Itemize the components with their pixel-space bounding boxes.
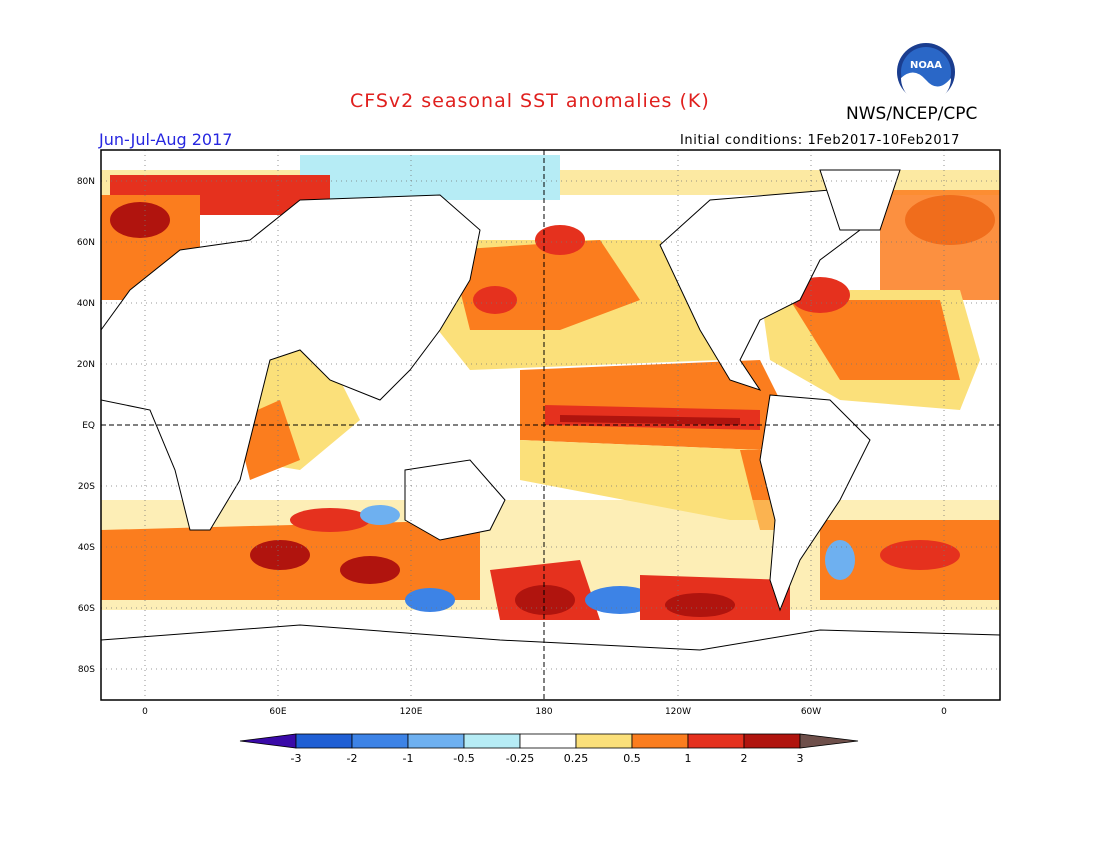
colorbar-swatch xyxy=(743,733,801,749)
colorbar-swatch xyxy=(519,733,577,749)
map-frame xyxy=(100,149,1001,701)
lat-label: 40S xyxy=(78,543,95,553)
anomaly-field xyxy=(101,150,1000,700)
colorbar-label: 0.25 xyxy=(564,752,589,765)
colorbar-swatch xyxy=(351,733,409,749)
colorbar-label: -0.5 xyxy=(453,752,474,765)
map-grid xyxy=(101,150,1000,700)
season-label: Jun-Jul-Aug 2017 xyxy=(99,130,233,149)
colorbar-label: 1 xyxy=(685,752,692,765)
colorbar-swatch xyxy=(799,733,859,749)
colorbar-swatch xyxy=(575,733,633,749)
colorbar-swatch xyxy=(239,733,297,749)
colorbar-swatch xyxy=(631,733,689,749)
landmass-north-america xyxy=(659,189,861,391)
noaa-logo: NOAA xyxy=(897,43,955,102)
landmass-greenland xyxy=(819,169,901,231)
colorbar-label: 0.5 xyxy=(623,752,641,765)
lat-label: 80N xyxy=(77,177,95,187)
lat-label: 60S xyxy=(78,604,95,614)
lon-label: 180 xyxy=(535,707,552,717)
map-title: CFSv2 seasonal SST anomalies (K) xyxy=(350,90,710,112)
latitude-labels: 80N 60N 40N 20N EQ 20S 40S 60S 80S xyxy=(77,177,95,675)
lon-label: 0 xyxy=(941,707,947,717)
colorbar-labels: -3 -2 -1 -0.5 -0.25 0.25 0.5 1 2 3 xyxy=(291,752,804,765)
lat-label: 80S xyxy=(78,665,95,675)
continents xyxy=(100,169,1001,701)
colorbar xyxy=(239,733,859,749)
lon-label: 120W xyxy=(665,707,691,717)
colorbar-swatch xyxy=(295,733,353,749)
lon-label: 0 xyxy=(142,707,148,717)
landmass-australia xyxy=(404,459,506,541)
lat-label: 40N xyxy=(77,299,95,309)
noaa-logo-text: NOAA xyxy=(910,60,942,71)
lat-label: 20N xyxy=(77,360,95,370)
colorbar-swatch xyxy=(463,733,521,749)
longitude-labels: 0 60E 120E 180 120W 60W 0 xyxy=(142,707,947,717)
landmass-south-america xyxy=(759,394,871,612)
lon-label: 60E xyxy=(269,707,286,717)
reference-lines xyxy=(101,150,1000,700)
lat-label: EQ xyxy=(82,421,95,431)
colorbar-label: -2 xyxy=(347,752,358,765)
landmass-africa-eurasia xyxy=(100,194,481,531)
colorbar-label: -3 xyxy=(291,752,302,765)
lat-label: 20S xyxy=(78,482,95,492)
landmass-antarctica xyxy=(100,624,1001,701)
colorbar-label: 2 xyxy=(741,752,748,765)
lon-label: 120E xyxy=(400,707,423,717)
lat-label: 60N xyxy=(77,238,95,248)
colorbar-label: -0.25 xyxy=(506,752,534,765)
initial-conditions-label: Initial conditions: 1Feb2017-10Feb2017 xyxy=(680,133,961,148)
colorbar-swatch xyxy=(407,733,465,749)
agency-label: NWS/NCEP/CPC xyxy=(846,104,978,124)
lon-label: 60W xyxy=(801,707,821,717)
colorbar-swatch xyxy=(687,733,745,749)
colorbar-label: 3 xyxy=(797,752,804,765)
colorbar-label: -1 xyxy=(403,752,414,765)
